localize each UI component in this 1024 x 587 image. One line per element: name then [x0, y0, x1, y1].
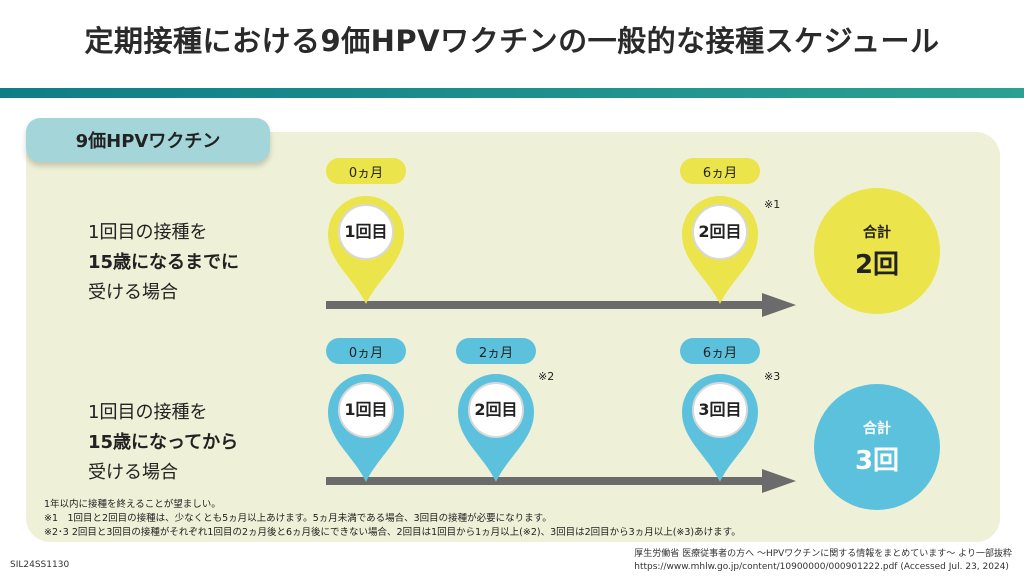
map-pin-icon [682, 196, 758, 304]
row1-line1: 1回目の接種を [88, 222, 208, 243]
row1-note: ※1 [764, 198, 781, 211]
row1-total-circle: 合計 2回 [814, 188, 940, 314]
map-pin-icon [328, 374, 404, 482]
row1-month-6: 6ヵ月 [680, 158, 760, 184]
row1-timeline-arrow [326, 293, 796, 317]
row2-dose2-pin: 2回目 [456, 372, 536, 484]
source-line-1: 厚生労働省 医療従事者の方へ ～HPVワクチンに関する情報をまとめています～ よ… [634, 549, 1012, 559]
row2-month-0: 0ヵ月 [326, 338, 406, 364]
row1-total-value: 2回 [854, 249, 900, 280]
row2-dose3-label: 3回目 [698, 400, 742, 419]
row1-dose2-label: 2回目 [698, 222, 742, 241]
row2-note-2: ※2 [538, 370, 555, 383]
map-pin-icon [458, 374, 534, 482]
row2-description: 1回目の接種を 15歳になってから 受ける場合 [88, 398, 238, 488]
row2-total-circle: 合計 3回 [814, 384, 940, 510]
row2-month-6: 6ヵ月 [680, 338, 760, 364]
row2-line3: 受ける場合 [88, 462, 178, 483]
row2-line2: 15歳になってから [88, 432, 239, 453]
row1-total-label: 合計 [863, 224, 891, 241]
source-citation: 厚生労働省 医療従事者の方へ ～HPVワクチンに関する情報をまとめています～ よ… [634, 548, 1012, 574]
row2-note-3: ※3 [764, 370, 781, 383]
row2-timeline-arrow [326, 469, 796, 493]
row1-line3: 受ける場合 [88, 282, 178, 303]
footnote-1: 1年以内に接種を終えることが望ましい。 [44, 499, 221, 510]
row1-dose1-label: 1回目 [344, 222, 388, 241]
row2-total-value: 3回 [854, 445, 900, 476]
source-line-2: https://www.mhlw.go.jp/content/10900000/… [634, 562, 1009, 572]
row1-dose2-pin: 2回目 [680, 194, 760, 306]
footnote-3: ※2･3 2回目と3回目の接種がそれぞれ1回目の2ヵ月後と6ヵ月後にできない場合… [44, 527, 741, 538]
row2-total-label: 合計 [863, 420, 891, 437]
footnote-2: ※1 1回目と2回目の接種は、少なくとも5ヵ月以上あけます。5ヵ月未満である場合… [44, 513, 552, 524]
map-pin-icon [328, 196, 404, 304]
row2-dose3-pin: 3回目 [680, 372, 760, 484]
vaccine-tag: 9価HPVワクチン [26, 118, 270, 162]
row1-month-0: 0ヵ月 [326, 158, 406, 184]
row1-description: 1回目の接種を 15歳になるまでに 受ける場合 [88, 218, 239, 308]
row2-month-2: 2ヵ月 [456, 338, 536, 364]
row2-dose1-pin: 1回目 [326, 372, 406, 484]
row2-line1: 1回目の接種を [88, 402, 208, 423]
title-divider [0, 88, 1024, 98]
document-code: SIL24SS1130 [10, 560, 70, 570]
row2-dose2-label: 2回目 [474, 400, 518, 419]
row1-line2: 15歳になるまでに [88, 252, 240, 273]
page-title: 定期接種における9価HPVワクチンの一般的な接種スケジュール [84, 24, 940, 58]
row2-dose1-label: 1回目 [344, 400, 388, 419]
row1-dose1-pin: 1回目 [326, 194, 406, 306]
map-pin-icon [682, 374, 758, 482]
